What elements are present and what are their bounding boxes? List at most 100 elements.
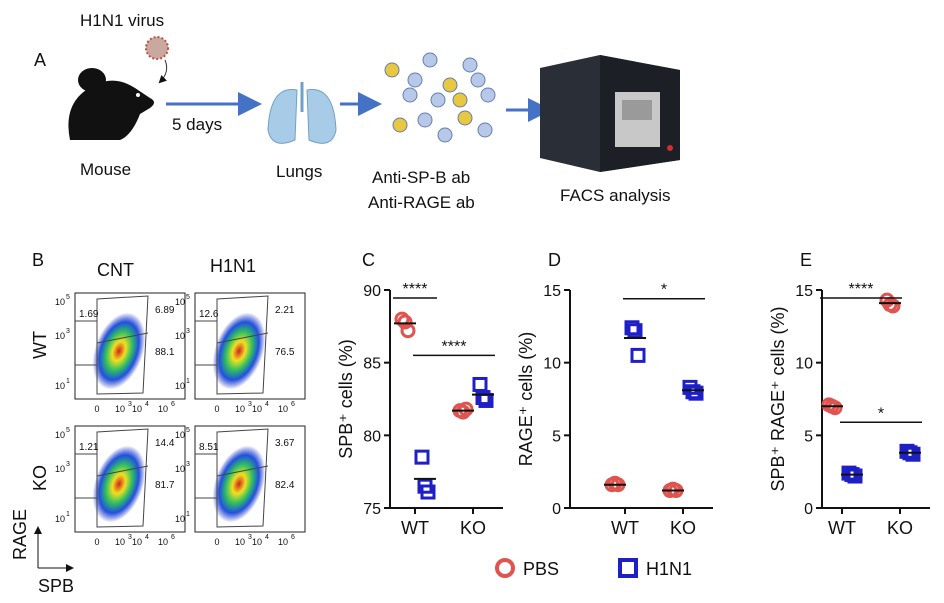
data-point-h1n1 bbox=[905, 446, 921, 462]
x-tick: 0 bbox=[214, 404, 219, 414]
y-tick-exp: 3 bbox=[186, 461, 190, 468]
lungs-label: Lungs bbox=[276, 162, 322, 181]
x-tick-label: KO bbox=[460, 518, 486, 538]
x-tick: 0 bbox=[94, 404, 99, 414]
data-point-h1n1 bbox=[475, 390, 491, 406]
y-axis-label: SPB⁺ cells (%) bbox=[336, 339, 356, 459]
x-tick-exp: 3 bbox=[128, 534, 132, 541]
x-tick-label: KO bbox=[887, 518, 913, 538]
panel-label: C bbox=[362, 250, 375, 270]
legend-label-h1n1: H1N1 bbox=[646, 559, 692, 579]
x-tick: 10 bbox=[278, 404, 288, 414]
column-label-cnt: CNT bbox=[97, 260, 134, 280]
y-tick-exp: 5 bbox=[186, 294, 190, 301]
gate-divider bbox=[216, 465, 269, 477]
y-tick-label: 10 bbox=[795, 356, 813, 373]
y-tick-label: 15 bbox=[543, 283, 561, 300]
x-tick-exp: 6 bbox=[291, 401, 295, 408]
y-tick-exp: 5 bbox=[186, 427, 190, 434]
cell-icon bbox=[480, 87, 496, 103]
x-tick: 10 bbox=[278, 537, 288, 547]
density-blob bbox=[92, 312, 146, 390]
lower-right-percent: 81.7 bbox=[155, 480, 175, 491]
injection-arrow bbox=[158, 59, 168, 84]
gate-left bbox=[75, 320, 98, 366]
y-tick-exp: 3 bbox=[66, 461, 70, 468]
cell-icon bbox=[470, 72, 486, 88]
y-tick-exp: 5 bbox=[66, 427, 70, 434]
y-tick-label: 75 bbox=[363, 501, 381, 518]
data-point-pbs bbox=[458, 401, 474, 417]
x-tick-exp: 6 bbox=[171, 534, 175, 541]
gate-left bbox=[195, 453, 218, 499]
upper-left-percent: 1.69 bbox=[79, 309, 99, 320]
data-point-h1n1 bbox=[627, 323, 643, 339]
y-tick: 10 bbox=[55, 331, 65, 341]
data-point-h1n1 bbox=[472, 376, 488, 392]
cell-icon bbox=[402, 87, 418, 103]
x-tick-exp: 3 bbox=[248, 401, 252, 408]
data-point-pbs bbox=[455, 404, 471, 420]
x-tick-exp: 4 bbox=[145, 401, 149, 408]
x-tick: 10 bbox=[252, 537, 262, 547]
y-tick: 10 bbox=[55, 297, 65, 307]
x-tick: 10 bbox=[235, 404, 245, 414]
y-tick: 10 bbox=[175, 514, 185, 524]
lower-right-percent: 88.1 bbox=[155, 347, 175, 358]
x-tick-exp: 4 bbox=[265, 534, 269, 541]
y-axis-label: SPB⁺ RAGE⁺ cells (%) bbox=[768, 306, 788, 491]
cell-icon bbox=[457, 110, 473, 126]
y-tick-exp: 3 bbox=[186, 328, 190, 335]
y-tick-exp: 5 bbox=[66, 294, 70, 301]
upper-right-percent: 14.4 bbox=[155, 438, 175, 449]
y-tick-exp: 1 bbox=[66, 378, 70, 385]
legend: PBS H1N1 bbox=[495, 558, 692, 579]
y-axis-label: RAGE bbox=[10, 509, 30, 560]
y-tick-label: 10 bbox=[543, 356, 561, 373]
significance-label: * bbox=[661, 282, 667, 299]
panel-b-label: B bbox=[32, 250, 44, 270]
data-point-h1n1 bbox=[414, 449, 430, 465]
cell-icon bbox=[442, 77, 458, 93]
flow-plot: 1.21 14.481.710 510 310 10 10 3 10 4 10 6 bbox=[55, 425, 186, 547]
gate-left bbox=[75, 453, 98, 499]
x-tick: 10 bbox=[158, 404, 168, 414]
chart-c: C 75 80 85 90 WT KO SPB⁺ cells (%) **** **** bbox=[336, 250, 503, 538]
x-tick: 10 bbox=[252, 404, 262, 414]
cell-icon bbox=[384, 62, 400, 78]
x-tick-exp: 3 bbox=[248, 534, 252, 541]
row-label-wt: WT bbox=[30, 331, 50, 359]
x-tick-label: WT bbox=[828, 518, 856, 538]
cell-icon bbox=[477, 122, 493, 138]
x-tick: 10 bbox=[235, 537, 245, 547]
legend-label-pbs: PBS bbox=[523, 559, 559, 579]
y-tick: 10 bbox=[55, 381, 65, 391]
plot-frame bbox=[74, 292, 186, 400]
data-point-pbs bbox=[885, 298, 901, 314]
upper-right-percent: 6.89 bbox=[155, 305, 175, 316]
x-tick-label: WT bbox=[401, 518, 429, 538]
gate-divider bbox=[216, 332, 269, 344]
x-tick: 10 bbox=[132, 404, 142, 414]
panel-label: D bbox=[548, 250, 561, 270]
facs-label: FACS analysis bbox=[560, 186, 671, 205]
y-tick-label: 5 bbox=[552, 428, 561, 445]
panel-label: E bbox=[800, 250, 812, 270]
data-point-pbs bbox=[400, 323, 416, 339]
legend-marker-pbs bbox=[495, 558, 515, 578]
y-tick: 10 bbox=[55, 430, 65, 440]
x-tick-exp: 4 bbox=[265, 401, 269, 408]
upper-left-percent: 1.21 bbox=[79, 442, 99, 453]
legend-marker-h1n1 bbox=[618, 558, 638, 578]
y-tick: 10 bbox=[175, 430, 185, 440]
antibody-2-label: Anti-RAGE ab bbox=[368, 193, 475, 212]
y-tick-label: 15 bbox=[795, 283, 813, 300]
data-point-h1n1 bbox=[624, 320, 640, 336]
significance-label: * bbox=[878, 405, 884, 422]
y-tick-label: 80 bbox=[363, 428, 381, 445]
y-tick-exp: 1 bbox=[186, 511, 190, 518]
y-tick: 10 bbox=[175, 297, 185, 307]
